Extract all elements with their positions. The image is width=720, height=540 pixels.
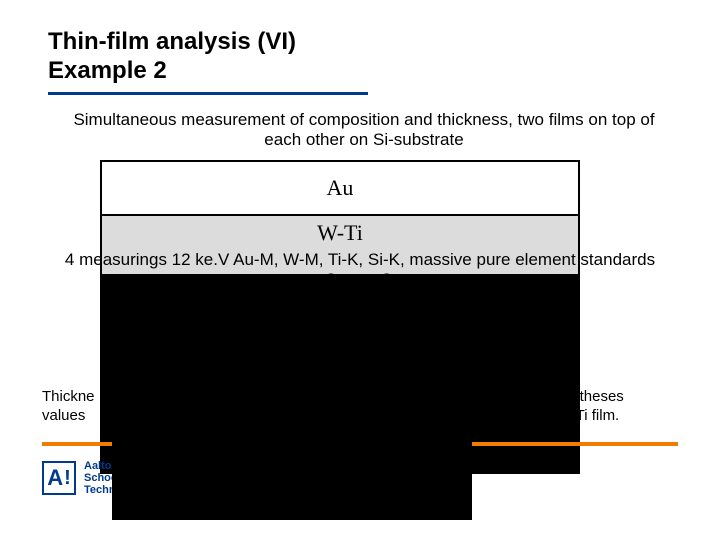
logo-letter-a: A: [47, 465, 63, 491]
title-underline: [48, 92, 368, 95]
layer-au-label: Au: [327, 175, 354, 201]
layer-wti-label: W-Ti: [317, 220, 363, 246]
slide: Thin-film analysis (VI) Example 2 Simult…: [0, 0, 720, 540]
logo-mark: A!: [42, 461, 76, 495]
slide-title: Thin-film analysis (VI) Example 2: [48, 28, 296, 86]
subtitle: Simultaneous measurement of composition …: [54, 110, 674, 151]
thickness-note-l2a: values: [42, 407, 85, 424]
logo-bang-icon: !: [64, 467, 71, 490]
thickness-note-l2b: mposition of W-Ti film.: [472, 407, 620, 424]
title-line-1: Thin-film analysis (VI): [48, 28, 296, 57]
thickness-note-l1b: m (60). In parentheses: [473, 388, 624, 405]
thickness-note-l1a: Thickne: [42, 388, 95, 405]
layer-au: Au: [100, 160, 580, 214]
measurement-note: 4 measurings 12 ke.V Au-M, W-M, Ti-K, Si…: [60, 250, 660, 291]
footer-logo: A! Aalto U School Techn: [42, 460, 123, 496]
thickness-note: Thickne m (60). In parentheses values mp…: [42, 388, 682, 426]
title-line-2: Example 2: [48, 57, 296, 86]
